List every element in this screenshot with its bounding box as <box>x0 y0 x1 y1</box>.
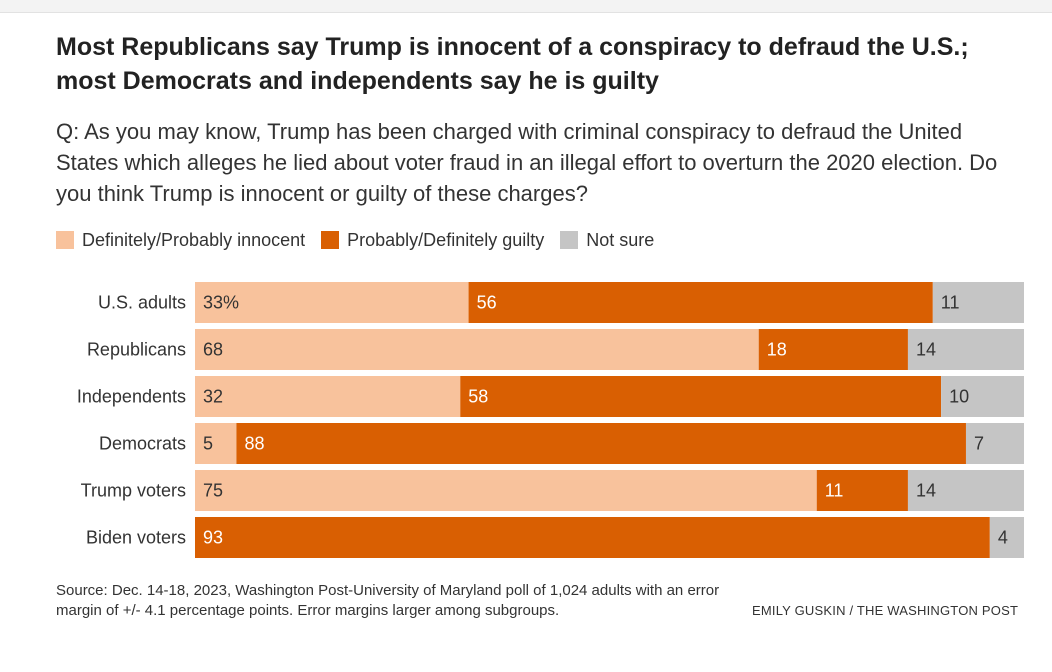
bar-guilty-biden-voters <box>195 517 990 558</box>
category-label-republicans: Republicans <box>87 340 186 360</box>
bar-not-sure-u-s-adults <box>932 282 1024 323</box>
legend-label-innocent: Definitely/Probably innocent <box>82 229 306 250</box>
bar-guilty-republicans <box>758 329 908 370</box>
data-label-innocent-trump-voters: 75 <box>203 481 223 501</box>
bar-guilty-democrats <box>236 423 966 464</box>
bar-innocent-trump-voters <box>195 470 817 511</box>
data-label-innocent-republicans: 68 <box>203 340 223 360</box>
bar-not-sure-democrats <box>965 423 1024 464</box>
browser-top-strip <box>0 0 1052 13</box>
bar-innocent-independents <box>195 376 461 417</box>
chart-subtitle: Q: As you may know, Trump has been charg… <box>56 119 998 206</box>
bar-guilty-trump-voters <box>816 470 908 511</box>
bar-innocent-u-s-adults <box>195 282 469 323</box>
data-label-not-sure-democrats: 7 <box>974 434 984 454</box>
data-label-guilty-independents: 58 <box>468 387 488 407</box>
bar-not-sure-biden-voters <box>989 517 1024 558</box>
category-label-independents: Independents <box>77 387 186 407</box>
chart-legend: Definitely/Probably innocent Probably/De… <box>56 229 670 251</box>
bar-guilty-u-s-adults <box>468 282 933 323</box>
source-note: Source: Dec. 14-18, 2023, Washington Pos… <box>56 582 720 619</box>
legend-label-not-sure: Not sure <box>586 229 655 250</box>
bar-innocent-democrats <box>195 423 237 464</box>
credit-line: EMILY GUSKIN / THE WASHINGTON POST <box>752 603 1019 618</box>
legend-item-not-sure: Not sure <box>560 230 654 251</box>
category-label-democrats: Democrats <box>99 434 186 454</box>
data-label-not-sure-independents: 10 <box>949 387 969 407</box>
data-label-guilty-democrats: 88 <box>244 434 264 454</box>
category-label-biden-voters: Biden voters <box>86 528 186 548</box>
data-label-not-sure-biden-voters: 4 <box>998 528 1008 548</box>
stacked-bar-chart: U.S. adults 33% 56 11 Republicans 68 18 14 Indep… <box>77 282 1024 558</box>
data-label-not-sure-trump-voters: 14 <box>916 481 936 501</box>
legend-label-guilty: Probably/Definitely guilty <box>347 229 545 250</box>
category-label-u-s-adults: U.S. adults <box>98 293 186 313</box>
legend-swatch-guilty <box>321 231 340 249</box>
data-label-innocent-independents: 32 <box>203 387 223 407</box>
legend-item-innocent: Definitely/Probably innocent <box>56 230 305 251</box>
data-label-not-sure-republicans: 14 <box>916 340 936 360</box>
legend-swatch-not-sure <box>560 231 579 249</box>
bar-innocent-republicans <box>195 329 759 370</box>
data-label-not-sure-u-s-adults: 11 <box>941 293 960 313</box>
data-label-innocent-democrats: 5 <box>203 434 213 454</box>
bar-guilty-independents <box>460 376 942 417</box>
legend-swatch-innocent <box>56 231 74 249</box>
chart-title: Most Republicans say Trump is innocent o… <box>56 33 969 95</box>
data-label-guilty-republicans: 18 <box>767 340 787 360</box>
category-label-trump-voters: Trump voters <box>81 481 186 501</box>
bar-not-sure-republicans <box>907 329 1024 370</box>
legend-item-guilty: Probably/Definitely guilty <box>321 230 544 251</box>
data-label-guilty-u-s-adults: 56 <box>477 293 497 313</box>
bar-not-sure-trump-voters <box>907 470 1024 511</box>
bar-not-sure-independents <box>941 376 1024 417</box>
data-label-guilty-trump-voters: 11 <box>825 481 844 501</box>
data-label-innocent-u-s-adults: 33% <box>203 293 239 313</box>
data-label-guilty-biden-voters: 93 <box>203 528 223 548</box>
